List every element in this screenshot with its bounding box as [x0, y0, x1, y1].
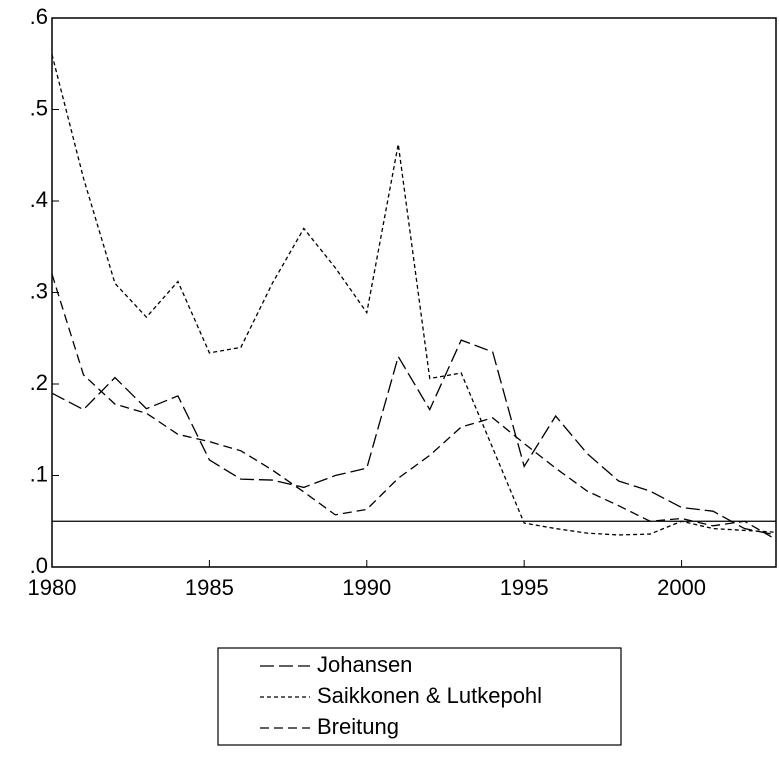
x-tick-label: 1995	[500, 575, 549, 600]
legend-label: Breitung	[317, 714, 399, 739]
y-tick-label: .5	[30, 95, 48, 120]
series-line	[51, 339, 777, 536]
legend-label: Johansen	[317, 652, 412, 677]
plot-frame	[51, 17, 777, 568]
y-tick-label: .0	[30, 553, 48, 578]
x-tick-label: 2000	[657, 575, 706, 600]
y-tick-label: .2	[30, 370, 48, 395]
y-tick-label: .4	[30, 187, 48, 212]
y-tick-label: .6	[30, 4, 48, 29]
y-tick-label: .1	[30, 461, 48, 486]
x-tick-label: 1990	[342, 575, 391, 600]
series-line	[51, 54, 777, 536]
series-line	[51, 274, 777, 541]
y-tick-label: .3	[30, 278, 48, 303]
x-tick-label: 1980	[28, 575, 77, 600]
x-tick-label: 1985	[185, 575, 234, 600]
legend-label: Saikkonen & Lutkepohl	[317, 683, 542, 708]
legend-box	[217, 647, 622, 746]
